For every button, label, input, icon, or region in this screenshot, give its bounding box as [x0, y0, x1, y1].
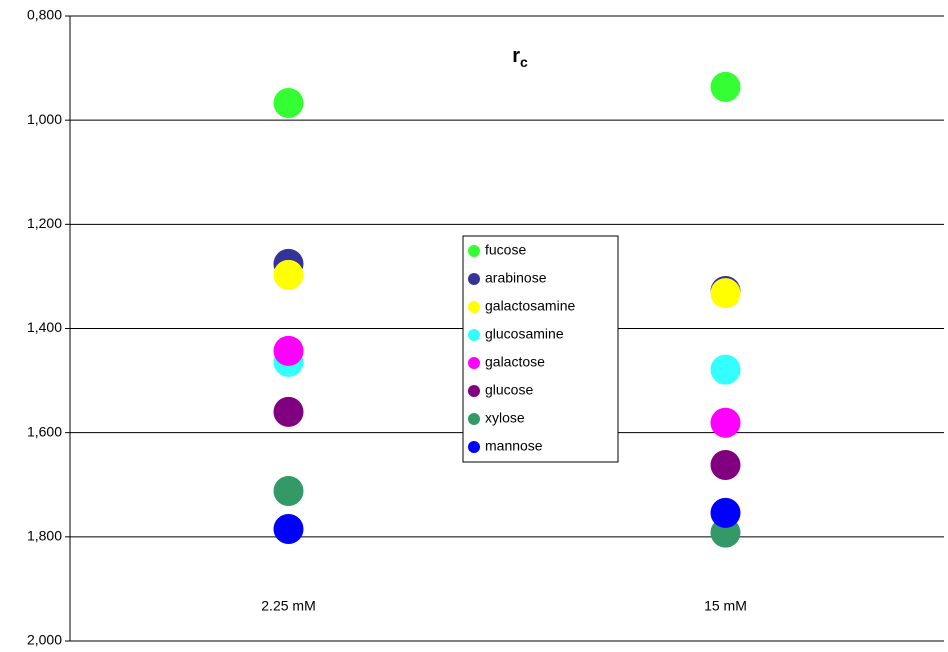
- point: [273, 514, 304, 545]
- legend-marker: [468, 245, 480, 257]
- legend-box: [462, 235, 619, 463]
- legend-label: arabinose: [485, 270, 547, 286]
- legend-marker: [468, 273, 480, 285]
- legend-marker: [468, 413, 480, 425]
- legend-marker: [468, 357, 480, 369]
- legend-label: glucosamine: [485, 326, 564, 342]
- chart-title: rc: [512, 45, 528, 69]
- point: [273, 335, 304, 366]
- point: [710, 71, 741, 102]
- point: [710, 449, 741, 480]
- legend-label: fucose: [485, 242, 526, 258]
- y-tick-label: 1,000: [27, 111, 62, 127]
- y-tick-label: 2,000: [27, 632, 62, 648]
- legend-label: mannose: [485, 438, 543, 454]
- y-tick-label: 1,200: [27, 215, 62, 231]
- point: [710, 354, 741, 385]
- point: [273, 259, 304, 290]
- legend-label: galactose: [485, 354, 545, 370]
- legend-marker: [468, 441, 480, 453]
- legend-marker: [468, 301, 480, 313]
- y-tick-label: 0,800: [27, 7, 62, 23]
- point: [710, 278, 741, 309]
- point: [710, 497, 741, 528]
- title-subscript: c: [520, 54, 528, 70]
- point: [273, 476, 304, 506]
- y-tick-label: 1,600: [27, 423, 62, 439]
- category-label: 2.25 mM: [261, 598, 315, 614]
- y-tick-label: 1,800: [27, 528, 62, 544]
- point: [710, 407, 741, 438]
- legend-label: galactosamine: [485, 298, 575, 314]
- legend-label: glucose: [485, 382, 533, 398]
- legend-marker: [468, 385, 480, 397]
- legend-label: xylose: [485, 410, 525, 426]
- title-main: r: [512, 45, 520, 67]
- category-label: 15 mM: [704, 598, 747, 614]
- y-tick-label: 1,400: [27, 319, 62, 335]
- legend-marker: [468, 329, 480, 341]
- point: [273, 87, 304, 118]
- point: [273, 396, 304, 427]
